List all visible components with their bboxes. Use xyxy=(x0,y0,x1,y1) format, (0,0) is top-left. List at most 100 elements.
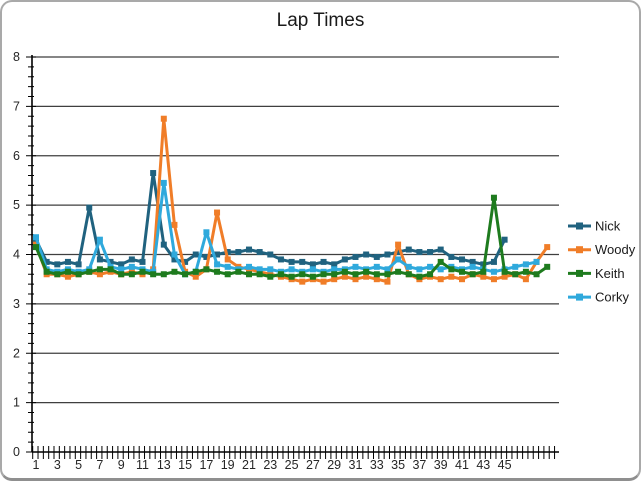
marker-keith xyxy=(288,273,295,280)
marker-corky xyxy=(395,256,402,263)
marker-keith xyxy=(43,268,50,275)
marker-keith xyxy=(533,271,540,278)
marker-keith xyxy=(480,268,487,275)
marker-keith xyxy=(490,194,497,201)
marker-nick xyxy=(107,258,114,265)
legend-label-woody: Woody xyxy=(595,242,636,257)
marker-corky xyxy=(256,266,263,273)
marker-nick xyxy=(150,170,157,177)
y-tick-label-8: 8 xyxy=(13,50,20,64)
legend-label-nick: Nick xyxy=(595,219,621,234)
y-tick-label-1: 1 xyxy=(13,396,20,410)
marker-keith xyxy=(192,268,199,275)
marker-nick xyxy=(182,258,189,265)
marker-keith xyxy=(448,266,455,273)
marker-woody xyxy=(96,271,103,278)
marker-keith xyxy=(160,271,167,278)
series-nick xyxy=(33,170,508,268)
marker-keith xyxy=(373,271,380,278)
x-tick-label-23: 23 xyxy=(263,458,277,472)
marker-woody xyxy=(214,209,221,216)
marker-nick xyxy=(139,258,146,265)
x-tick-label-37: 37 xyxy=(412,458,426,472)
marker-corky xyxy=(288,266,295,273)
y-tick-label-2: 2 xyxy=(13,346,20,360)
marker-nick xyxy=(64,258,71,265)
marker-keith xyxy=(320,271,327,278)
x-tick-label-1: 1 xyxy=(33,458,40,472)
x-tick-label-39: 39 xyxy=(434,458,448,472)
marker-nick xyxy=(331,261,338,268)
marker-keith xyxy=(224,271,231,278)
legend-item-corky: Corky xyxy=(568,290,629,305)
y-tick-label-7: 7 xyxy=(13,99,20,113)
marker-nick xyxy=(160,241,167,248)
marker-corky xyxy=(128,263,135,270)
marker-keith xyxy=(427,271,434,278)
marker-woody xyxy=(490,276,497,283)
marker-nick xyxy=(224,249,231,256)
x-tick-label-13: 13 xyxy=(157,458,171,472)
x-tick-label-35: 35 xyxy=(391,458,405,472)
marker-corky xyxy=(160,179,167,186)
marker-nick xyxy=(352,253,359,260)
x-tick-label-43: 43 xyxy=(476,458,490,472)
marker-nick xyxy=(469,258,476,265)
x-tick-label-5: 5 xyxy=(75,458,82,472)
marker-corky xyxy=(373,263,380,270)
y-tick-label-5: 5 xyxy=(13,198,20,212)
marker-keith xyxy=(309,273,316,280)
x-tick-label-21: 21 xyxy=(242,458,256,472)
marker-woody xyxy=(160,115,167,122)
x-tick-label-25: 25 xyxy=(285,458,299,472)
marker-nick xyxy=(128,256,135,263)
marker-woody xyxy=(192,273,199,280)
marker-keith xyxy=(469,271,476,278)
marker-keith xyxy=(341,268,348,275)
marker-keith xyxy=(416,273,423,280)
marker-nick xyxy=(214,251,221,258)
y-tick-label-0: 0 xyxy=(13,445,20,459)
marker-keith xyxy=(544,263,551,270)
marker-woody xyxy=(224,256,231,263)
marker-nick xyxy=(43,258,50,265)
marker-nick xyxy=(384,251,391,258)
marker-nick xyxy=(341,256,348,263)
marker-keith xyxy=(331,271,338,278)
marker-corky xyxy=(118,266,125,273)
marker-keith xyxy=(86,268,93,275)
marker-corky xyxy=(224,263,231,270)
x-tick-label-17: 17 xyxy=(199,458,213,472)
legend-swatch-marker-keith xyxy=(576,269,583,277)
marker-nick xyxy=(416,249,423,256)
marker-nick xyxy=(299,258,306,265)
marker-nick xyxy=(235,249,242,256)
marker-keith xyxy=(171,268,178,275)
marker-woody xyxy=(341,273,348,280)
marker-keith xyxy=(522,268,529,275)
marker-keith xyxy=(256,271,263,278)
legend: Nick Woody Keith Corky xyxy=(568,219,636,305)
x-tick-label-11: 11 xyxy=(136,458,149,472)
marker-nick xyxy=(192,251,199,258)
marker-keith xyxy=(203,266,210,273)
x-tick-label-19: 19 xyxy=(221,458,235,472)
marker-corky xyxy=(267,266,274,273)
marker-nick xyxy=(363,251,370,258)
marker-nick xyxy=(171,256,178,263)
marker-nick xyxy=(448,253,455,260)
marker-nick xyxy=(437,246,444,253)
marker-nick xyxy=(277,256,284,263)
series-corky xyxy=(33,179,540,278)
marker-keith xyxy=(235,268,242,275)
marker-woody xyxy=(363,273,370,280)
marker-corky xyxy=(203,229,210,236)
marker-corky xyxy=(533,258,540,265)
marker-keith xyxy=(128,271,135,278)
legend-item-woody: Woody xyxy=(568,242,636,257)
marker-nick xyxy=(75,261,82,268)
marker-nick xyxy=(54,261,61,268)
legend-swatch-marker-nick xyxy=(576,222,583,230)
marker-nick xyxy=(309,261,316,268)
